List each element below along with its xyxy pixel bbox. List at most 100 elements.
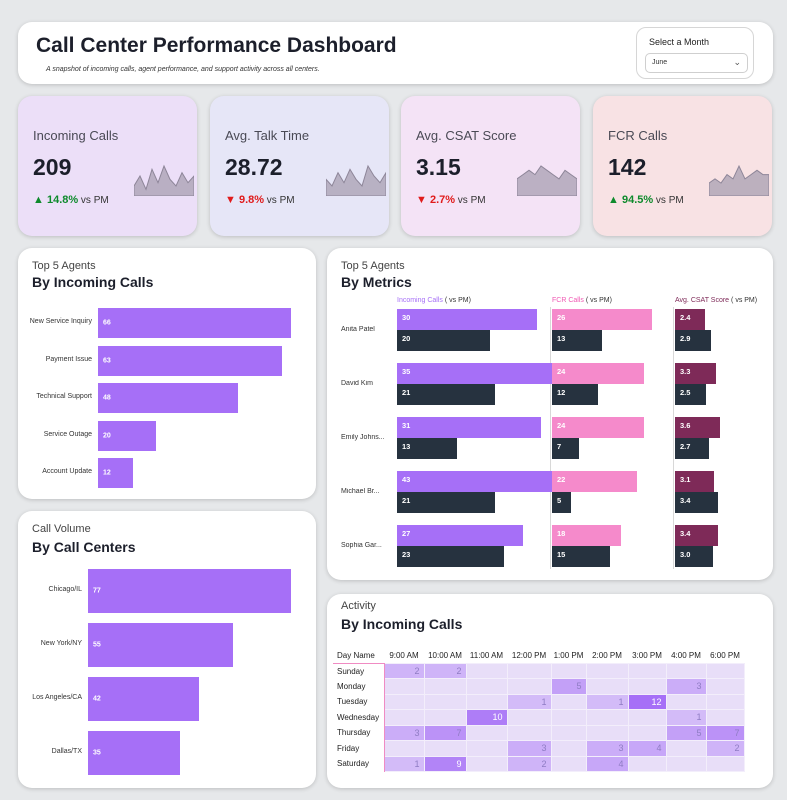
kpi-delta-vs: vs PM (455, 195, 486, 206)
category-label: Service Outage (43, 430, 92, 438)
heatmap-row-header: Day Name (337, 650, 375, 660)
heatmap-column-header: 4:00 PM (671, 650, 701, 660)
arrow-up-icon: ▲ (33, 194, 47, 206)
heatmap-cell (506, 724, 552, 741)
bar: 63 (98, 345, 283, 376)
heatmap-cell: 1 (665, 709, 707, 726)
panel-title: By Call Centers (32, 539, 136, 555)
agent-name: Anita Patel (341, 326, 375, 333)
heatmap-cell: 1 (383, 755, 425, 772)
bar-value-label: 66 (103, 319, 111, 327)
panel-subtitle: Top 5 Agents (341, 260, 405, 272)
heatmap-cell (627, 678, 667, 695)
heatmap-row: Monday 5 3 (333, 678, 745, 695)
sparkline (326, 164, 386, 196)
panel-subtitle: Top 5 Agents (32, 260, 96, 272)
kpi-value: 142 (608, 154, 647, 180)
kpi-value: 3.15 (416, 154, 461, 180)
bar-previous-month: 5 (552, 492, 572, 513)
bar-value-label: 23 (402, 550, 411, 559)
sparkline-area (134, 164, 194, 196)
header-csat: Avg. CSAT Score ( vs PM) (675, 297, 758, 304)
heatmap-column-header: 9:00 AM (389, 650, 419, 660)
agent-name: Emily Johns... (341, 434, 385, 441)
bar-value-label: 12 (103, 469, 111, 477)
bar-value-label: 3.1 (680, 475, 691, 484)
bar-value-label: 5 (557, 496, 562, 505)
header-incoming: Incoming Calls ( vs PM) (397, 297, 471, 304)
heatmap-cell (550, 740, 587, 757)
heatmap-cell (383, 693, 425, 710)
panel-title: By Incoming Calls (32, 274, 154, 290)
heatmap-column-header: 10:00 AM (428, 650, 462, 660)
bar-value-label: 63 (103, 357, 111, 364)
heatmap-cell: 3 (506, 740, 552, 757)
heatmap-cell: 4 (627, 740, 667, 757)
heatmap-cell (506, 662, 552, 679)
bar-value-label: 21 (402, 388, 411, 397)
agent-name: Sophia Gar... (341, 542, 382, 549)
category-label: New Service Inquiry (29, 318, 92, 325)
bar-previous-month: 13 (552, 330, 602, 351)
heatmap-cell: 2 (506, 755, 552, 772)
sparkline-area (517, 165, 577, 196)
heatmap-cell (550, 755, 587, 772)
bar-value-label: 31 (402, 421, 411, 430)
month-dropdown[interactable]: June ⌄ (645, 53, 748, 73)
heatmap-cell: 5 (550, 678, 587, 695)
heatmap-cell (550, 693, 587, 710)
panel-subtitle: Activity (341, 600, 376, 612)
agent-name: Michael Br... (341, 488, 380, 495)
heatmap-cell: 10 (465, 709, 508, 726)
heatmap-cell (383, 740, 425, 757)
heatmap-cell (705, 755, 745, 772)
heatmap-cell (465, 740, 508, 757)
category-label: Account Update (42, 468, 92, 475)
bar-previous-month: 2.9 (675, 330, 712, 351)
heatmap-row: Tuesday 1 1 12 (333, 693, 745, 710)
bar-value-label: 30 (402, 313, 411, 322)
bar-previous-month: 12 (552, 384, 599, 405)
month-slicer: Select a Month June ⌄ (636, 27, 754, 79)
heatmap-cell: 1 (506, 693, 552, 710)
heatmap-cell (465, 662, 508, 679)
heatmap-cell (550, 709, 587, 726)
bar-current: 3.6 (675, 417, 720, 438)
heatmap-cell (705, 678, 745, 695)
bar-previous-month: 2.7 (675, 438, 709, 459)
heatmap-row: Wednesday 10 1 (333, 709, 745, 726)
heatmap-column-header: 6:00 PM (710, 650, 740, 660)
bar-current: 31 (397, 417, 542, 438)
bar-value-label: 21 (402, 496, 411, 505)
category-label: New York/NY (40, 640, 82, 647)
bar-value-label: 12 (557, 388, 566, 397)
bar-current: 26 (552, 309, 652, 330)
bar-value-label: 2.4 (680, 313, 691, 322)
bar-value-label: 20 (402, 334, 411, 343)
heatmap-cell (423, 678, 467, 695)
heatmap-cell (465, 693, 508, 710)
bar-value-label: 35 (93, 749, 101, 757)
heatmap-cell (383, 709, 425, 726)
kpi-delta: ▲ 94.5% vs PM (608, 194, 684, 206)
bar: 66 (98, 308, 291, 338)
bar-value-label: 26 (557, 313, 566, 322)
bar-value-label: 27 (402, 529, 411, 538)
heatmap-cell (665, 740, 707, 757)
heatmap-cell: 2 (383, 662, 425, 679)
category-label: Dallas/TX (51, 748, 82, 755)
heatmap-cell (550, 724, 587, 741)
bar-current: 3.4 (675, 525, 718, 546)
heatmap-cell (585, 709, 629, 726)
bar-value-label: 2.7 (680, 442, 691, 451)
heatmap-cell: 3 (665, 678, 707, 695)
bar-value-label: 35 (402, 367, 411, 376)
arrow-up-icon: ▲ (608, 194, 622, 206)
kpi-delta: ▲ 14.8% vs PM (33, 194, 109, 206)
heatmap-cell (627, 724, 667, 741)
bar-value-label: 18 (557, 529, 566, 538)
heatmap-cell (550, 662, 587, 679)
bar-value-label: 3.4 (680, 529, 691, 538)
bar-current: 3.1 (675, 471, 714, 492)
arrow-down-icon: ▼ (225, 194, 239, 206)
